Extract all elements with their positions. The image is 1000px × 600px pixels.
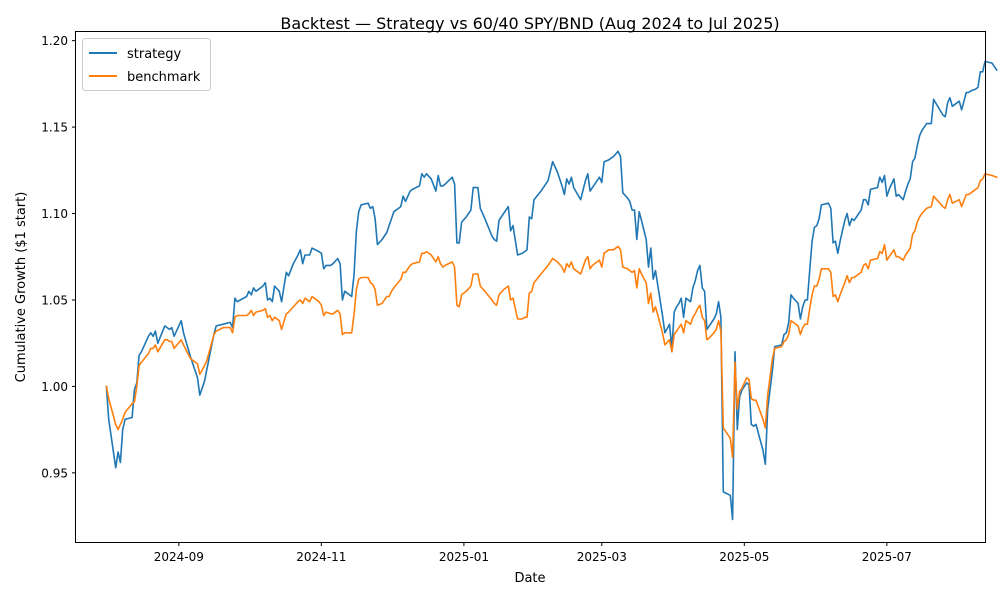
y-tick-label: 1.10 [41, 207, 68, 221]
series-line-strategy [105, 60, 998, 521]
x-tick-label: 2024-11 [296, 550, 346, 564]
x-tick-label: 2025-01 [439, 550, 489, 564]
x-axis-label: Date [514, 571, 545, 586]
y-tick-label: 0.95 [41, 466, 68, 480]
x-tick-label: 2025-07 [862, 550, 912, 564]
y-axis: 0.95 1.00 1.05 1.10 1.15 1.20 [41, 34, 76, 480]
chart-title: Backtest — Strategy vs 60/40 SPY/BND (Au… [280, 14, 779, 33]
x-axis: 2024-09 2024-11 2025-01 2025-03 2025-05 2025-… [154, 542, 912, 564]
y-axis-label: Cumulative Growth ($1 start) [14, 192, 29, 383]
plot-area-frame [75, 31, 986, 543]
y-tick-label: 1.15 [41, 121, 68, 135]
x-tick-label: 2024-09 [154, 550, 204, 564]
x-tick-label: 2025-05 [719, 550, 769, 564]
series-layer [105, 60, 998, 521]
legend-frame [82, 38, 211, 91]
series-line-benchmark [105, 173, 998, 459]
y-tick-label: 1.00 [41, 380, 68, 394]
legend-label-strategy: strategy [127, 47, 182, 62]
legend: strategy benchmark [82, 38, 211, 91]
legend-label-benchmark: benchmark [127, 70, 201, 85]
y-tick-label: 1.05 [41, 293, 68, 307]
x-tick-label: 2025-03 [577, 550, 627, 564]
y-tick-label: 1.20 [41, 34, 68, 48]
